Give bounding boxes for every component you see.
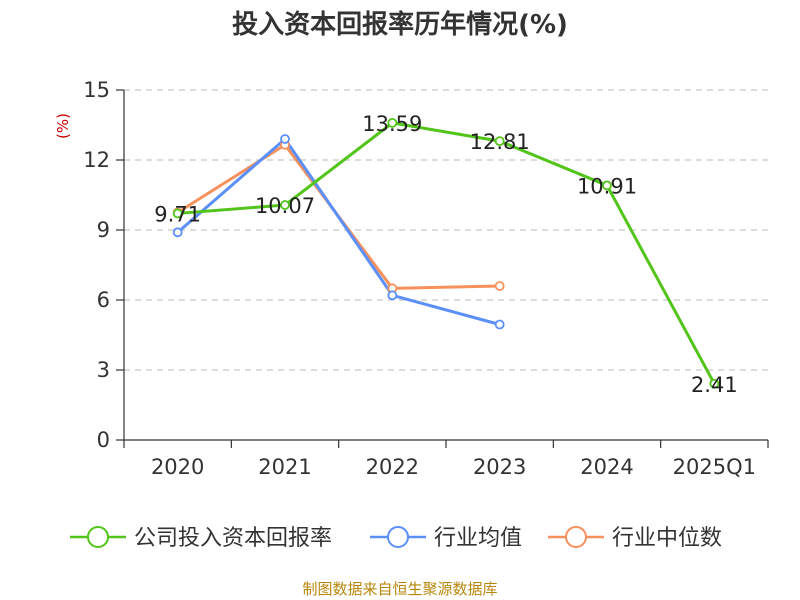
series bbox=[172, 118, 720, 389]
y-tick-label: 12 bbox=[83, 148, 110, 172]
source-note: 制图数据来自恒生聚源数据库 bbox=[302, 580, 497, 598]
x-tick-label: 2023 bbox=[473, 455, 526, 479]
series-point-0 bbox=[172, 208, 183, 219]
data-label: 2.41 bbox=[691, 373, 738, 397]
series-point-1 bbox=[172, 227, 183, 238]
axes: 0 3 6 9 12 15 2020 2021 2022 2023 2024 2025Q1 bbox=[83, 78, 769, 479]
data-labels: 9.71 10.07 13.59 12.81 10.91 2.41 bbox=[154, 112, 737, 397]
legend-label-0: 公司投入资本回报率 bbox=[134, 526, 332, 551]
data-label: 13.59 bbox=[362, 112, 422, 136]
x-tick-label: 2024 bbox=[580, 455, 633, 479]
series-point-1 bbox=[280, 134, 290, 144]
y-tick-label: 6 bbox=[97, 288, 110, 312]
legend-label-1: 行业均值 bbox=[434, 526, 522, 551]
series-point-0 bbox=[494, 136, 505, 147]
x-tick-label: 2020 bbox=[151, 455, 204, 479]
y-tick-label: 3 bbox=[97, 358, 110, 382]
x-tick-label: 2022 bbox=[366, 455, 419, 479]
series-line-0 bbox=[177, 121, 716, 385]
data-label: 12.81 bbox=[470, 130, 530, 154]
chart-title: 投入资本回报率历年情况(%) bbox=[232, 9, 568, 40]
series-point-1 bbox=[494, 319, 505, 330]
series-point-0 bbox=[602, 180, 612, 191]
series-point-0 bbox=[280, 200, 290, 210]
legend: 公司投入资本回报率 行业均值 行业中位数 bbox=[70, 526, 722, 551]
y-axis-label: (%) bbox=[54, 113, 72, 139]
legend-label-2: 行业中位数 bbox=[612, 526, 722, 551]
data-label: 10.91 bbox=[577, 174, 637, 198]
y-tick-label: 15 bbox=[83, 78, 110, 102]
x-tick-label: 2025Q1 bbox=[673, 455, 756, 479]
legend-marker-0 bbox=[87, 526, 109, 548]
y-tick-label: 0 bbox=[97, 428, 110, 452]
y-tick-label: 9 bbox=[97, 218, 110, 242]
grid bbox=[124, 89, 768, 371]
legend-marker-1 bbox=[387, 526, 409, 548]
series-point-2 bbox=[494, 281, 505, 291]
data-label: 10.07 bbox=[255, 194, 315, 218]
series-line-1 bbox=[176, 137, 501, 326]
legend-marker-2 bbox=[565, 526, 587, 548]
series-point-0 bbox=[709, 378, 720, 389]
x-tick-label: 2021 bbox=[258, 455, 311, 479]
series-point-1 bbox=[387, 290, 398, 301]
data-label: 9.71 bbox=[154, 202, 201, 226]
series-point-0 bbox=[387, 118, 398, 128]
